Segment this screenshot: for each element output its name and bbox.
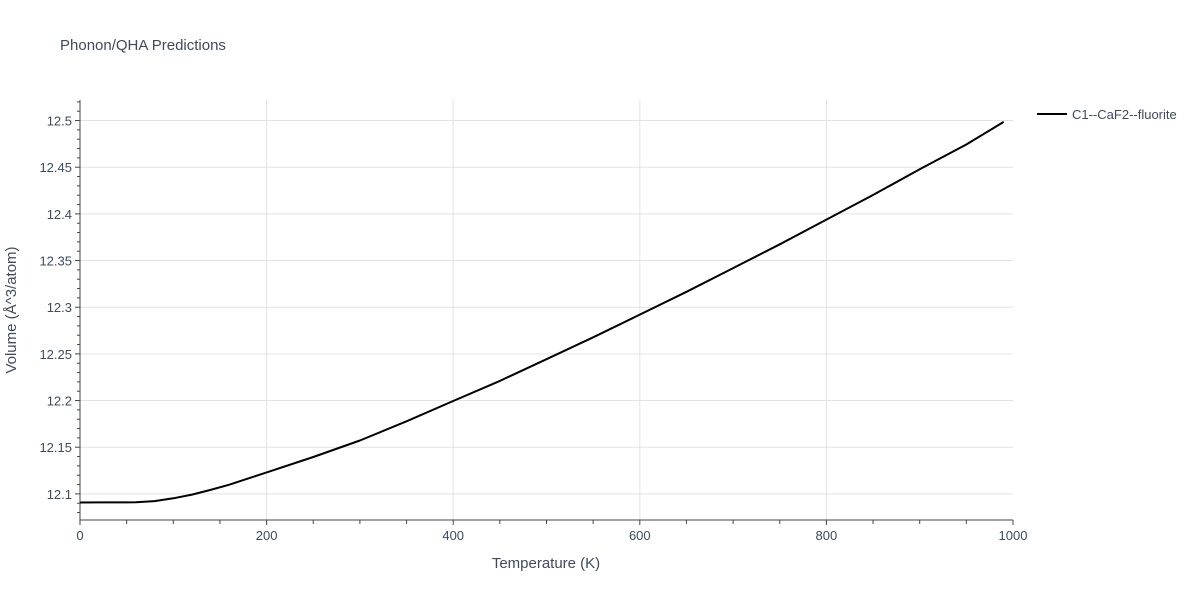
x-tick-label: 1000 xyxy=(999,528,1028,543)
x-tick-label: 0 xyxy=(76,528,83,543)
series-line[interactable] xyxy=(79,121,1005,504)
y-tick-label: 12.35 xyxy=(39,254,72,269)
grid xyxy=(80,100,1013,520)
series-layer xyxy=(79,121,1005,504)
y-axis-label: Volume (Å^3/atom) xyxy=(3,246,20,373)
y-tick-label: 12.15 xyxy=(39,440,72,455)
x-axis-label: Temperature (K) xyxy=(492,555,600,572)
x-tick-label: 200 xyxy=(256,528,278,543)
x-tick-label: 800 xyxy=(816,528,838,543)
y-tick-label: 12.2 xyxy=(47,394,72,409)
chart-title: Phonon/QHA Predictions xyxy=(60,37,226,54)
x-tick-label: 600 xyxy=(629,528,651,543)
y-tick-label: 12.25 xyxy=(39,347,72,362)
y-tick-label: 12.45 xyxy=(39,160,72,175)
legend-label: C1--CaF2--fluorite xyxy=(1072,107,1177,122)
y-tick-label: 12.4 xyxy=(47,207,72,222)
y-tick-label: 12.3 xyxy=(47,300,72,315)
axes: 0 200 400 600 800 1000 12.1 12.15 12.2 12.25 12.3 1… xyxy=(39,100,1027,543)
x-tick-label: 400 xyxy=(442,528,464,543)
y-tick-label: 12.5 xyxy=(47,114,72,129)
y-tick-label: 12.1 xyxy=(47,487,72,502)
legend[interactable]: C1--CaF2--fluorite xyxy=(1037,107,1177,122)
